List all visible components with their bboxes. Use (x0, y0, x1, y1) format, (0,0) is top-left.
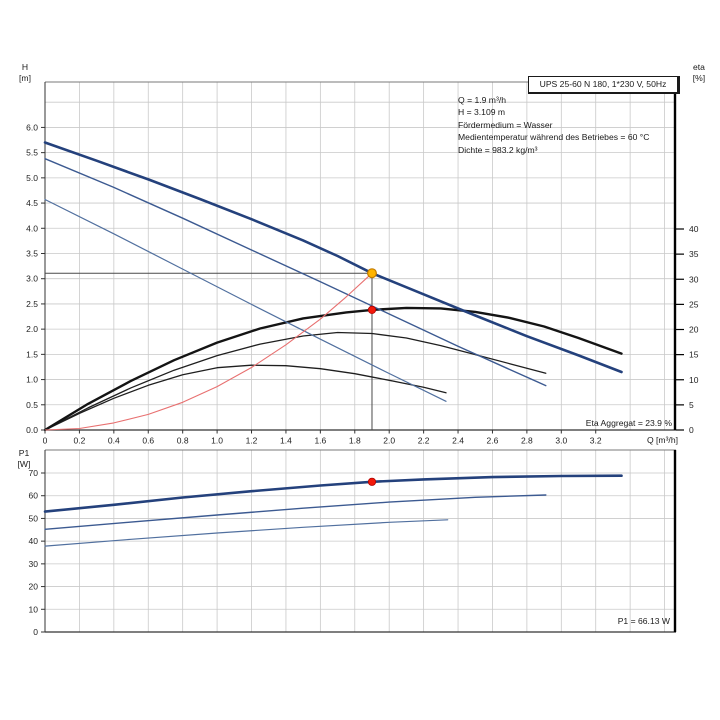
curve-p1-curve-speed-2 (44, 494, 547, 530)
markers-layer (366, 268, 377, 486)
curve-head-curve-speed-3 (43, 141, 623, 374)
h-tick-label: 2.0 (26, 324, 38, 334)
x-tick-label: 1.4 (280, 436, 292, 446)
h-axis-title: H [m] (10, 62, 40, 84)
x-tick-label: 0.2 (74, 436, 86, 446)
h-tick-label: 4.0 (26, 223, 38, 233)
eta-tick-label: 40 (689, 224, 699, 234)
x-tick-label: 0.6 (142, 436, 154, 446)
p1-axis-title: P1 [W] (9, 448, 39, 470)
operating-point-marker[interactable] (366, 268, 377, 279)
eta-tick-label: 10 (689, 375, 699, 385)
p1-point-marker[interactable] (367, 477, 377, 486)
tick-labels-layer: 0 0.2 0.4 0.6 0.8 1.0 1.2 1.4 1.6 1.8 2.0 2.2 2.4 2.6… (26, 122, 699, 637)
curve-system-curve (44, 272, 373, 431)
eta-axis-title-symbol: eta (693, 62, 705, 72)
duty-point-annotations: Q = 1.9 m³/h H = 3.109 m Fördermedium = … (458, 94, 649, 156)
x-tick-label: 2.8 (521, 436, 533, 446)
h-tick-label: 3.0 (26, 274, 38, 284)
h-tick-label: 3.5 (26, 248, 38, 258)
x-tick-label: 0.4 (108, 436, 120, 446)
curve-eta-curve-speed-2 (44, 331, 547, 431)
p1-tick-label: 40 (29, 536, 39, 546)
annotation-line-q: Q = 1.9 m³/h (458, 95, 506, 105)
x-tick-label: 0.8 (177, 436, 189, 446)
pump-model-box: UPS 25-60 N 180, 1*230 V, 50Hz (528, 76, 680, 94)
curve-p1-curve-speed-3 (43, 474, 623, 513)
p1-tick-label: 60 (29, 491, 39, 501)
h-axis-title-symbol: H (21, 62, 29, 72)
eta-axis-title-unit: [%] (692, 73, 706, 83)
p1-value-label: P1 = 66.13 W (617, 616, 670, 626)
x-tick-label: 2.4 (452, 436, 464, 446)
x-tick-label: 2.6 (487, 436, 499, 446)
p1-tick-label: 30 (29, 559, 39, 569)
annotation-line-density: Dichte = 983.2 kg/m³ (458, 144, 538, 155)
h-axis-title-unit: [m] (19, 73, 31, 83)
annotation-line-temperature: Medientemperatur während des Betriebes =… (458, 132, 650, 143)
h-tick-label: 0.5 (26, 400, 38, 410)
eta-axis-title: eta [%] (684, 62, 714, 84)
x-tick-label: 1.0 (211, 436, 223, 446)
p1-tick-label: 20 (29, 582, 39, 592)
annotation-line-h: H = 3.109 m (458, 107, 506, 118)
p1-tick-label: 10 (29, 604, 39, 614)
annotation-line-medium: Fördermedium = Wasser (458, 119, 553, 130)
h-tick-label: 5.0 (26, 173, 38, 183)
x-tick-label: 1.6 (314, 436, 326, 446)
curve-p1-curve-speed-1 (44, 519, 449, 547)
p1-tick-label: 50 (29, 513, 39, 523)
p1-axis-title-symbol: P1 (18, 448, 30, 458)
h-tick-label: 1.5 (26, 349, 38, 359)
curves-layer (43, 141, 623, 547)
eta-aggregat-label: Eta Aggregat = 23.9 % (585, 418, 672, 428)
p1-tick-label: 0 (33, 627, 38, 637)
eta-tick-label: 20 (689, 325, 699, 335)
eta-tick-label: 0 (689, 425, 694, 435)
curve-head-curve-speed-2 (44, 157, 547, 387)
h-tick-label: 0.0 (26, 425, 38, 435)
h-tick-label: 2.5 (26, 299, 38, 309)
x-tick-label: 1.2 (246, 436, 258, 446)
grid-layer (45, 82, 676, 632)
x-tick-label: 2.0 (383, 436, 395, 446)
p1-plot-area[interactable] (45, 450, 676, 632)
x-tick-label: 1.8 (349, 436, 361, 446)
x-tick-label: 3.0 (555, 436, 567, 446)
frame-layer (44, 81, 677, 633)
x-tick-label: 2.2 (418, 436, 430, 446)
h-tick-label: 1.0 (26, 375, 38, 385)
q-axis-title: Q [m³/h] (646, 435, 678, 445)
x-tick-label: 3.2 (590, 436, 602, 446)
h-tick-label: 6.0 (26, 122, 38, 132)
eta-tick-label: 5 (689, 400, 694, 410)
curve-head-curve-speed-1 (44, 198, 447, 402)
eta-point-marker[interactable] (367, 305, 377, 315)
eta-tick-label: 25 (689, 299, 699, 309)
reference-lines-layer (45, 272, 373, 430)
eta-tick-label: 35 (689, 249, 699, 259)
h-tick-label: 5.5 (26, 148, 38, 158)
p1-axis-title-unit: [W] (17, 459, 31, 469)
h-tick-label: 4.5 (26, 198, 38, 208)
eta-tick-label: 30 (689, 274, 699, 284)
x-tick-label: 0 (43, 436, 48, 446)
eta-tick-label: 15 (689, 350, 699, 360)
p1-tick-label: 70 (29, 468, 39, 478)
curve-eta-curve-speed-1 (44, 364, 447, 431)
curve-eta-curve-speed-3 (43, 306, 623, 432)
